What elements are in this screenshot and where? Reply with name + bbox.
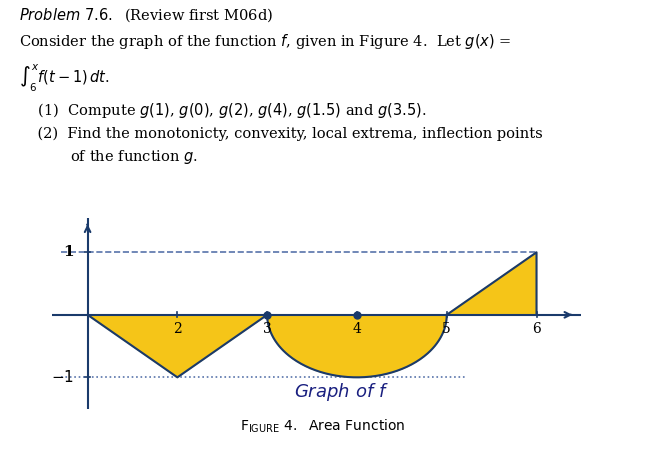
Text: 6: 6: [532, 322, 541, 336]
Polygon shape: [447, 252, 537, 315]
Text: 1: 1: [63, 245, 74, 259]
Text: $-1$: $-1$: [51, 370, 74, 385]
Text: 3: 3: [263, 322, 271, 336]
Text: 5: 5: [443, 322, 451, 336]
Text: 4: 4: [353, 322, 361, 336]
Text: $Graph\ of\ f$: $Graph\ of\ f$: [294, 381, 389, 403]
Text: $\it{Problem\ 7.6.}$  (Review first M06d)
Consider the graph of the function $f$: $\it{Problem\ 7.6.}$ (Review first M06d)…: [19, 6, 543, 166]
Text: 2: 2: [173, 322, 182, 336]
Text: $\rm{F_{IGURE}\ 4.\ \ Area\ Function}$: $\rm{F_{IGURE}\ 4.\ \ Area\ Function}$: [240, 418, 406, 435]
Polygon shape: [267, 315, 447, 377]
Polygon shape: [88, 315, 267, 377]
